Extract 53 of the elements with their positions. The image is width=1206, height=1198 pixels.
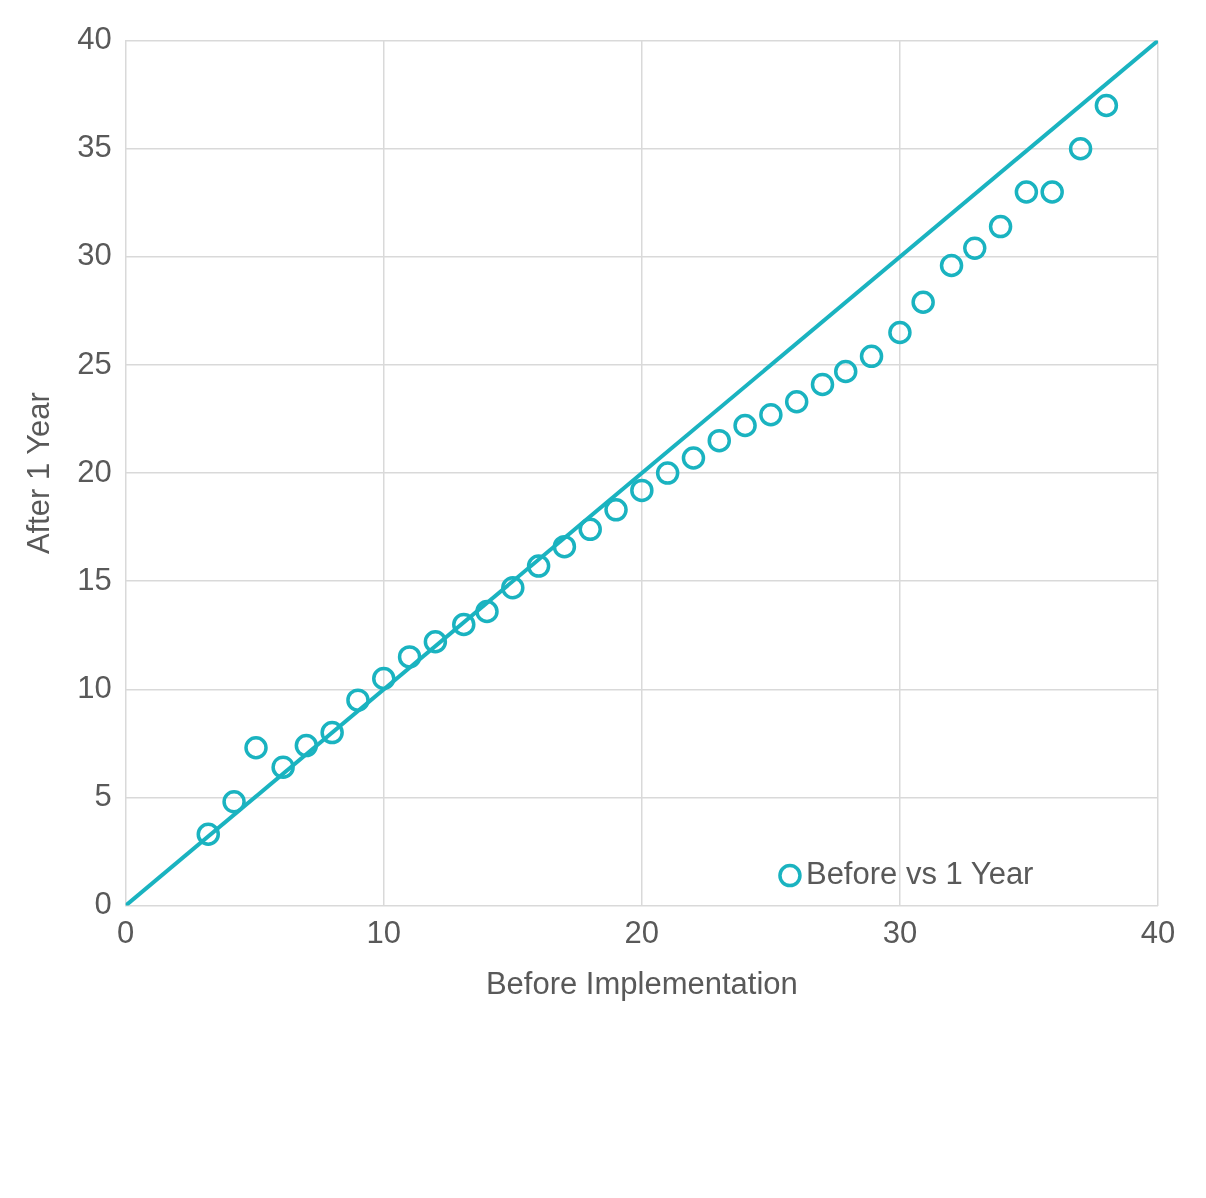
y-tick-label: 40 bbox=[77, 21, 112, 57]
y-tick-label: 25 bbox=[77, 345, 112, 381]
legend-label: Before vs 1 Year bbox=[805, 856, 1034, 892]
x-tick-label: 0 bbox=[117, 914, 135, 950]
y-tick-label: 10 bbox=[77, 669, 112, 705]
point bbox=[911, 290, 935, 315]
x-tick-label: 20 bbox=[624, 914, 660, 950]
point bbox=[988, 214, 1013, 239]
point bbox=[681, 446, 706, 470]
point bbox=[630, 478, 654, 503]
point bbox=[222, 790, 246, 814]
x-tick-label: 30 bbox=[882, 914, 918, 950]
x-tick-label: 40 bbox=[1140, 914, 1176, 950]
y-axis-title: After 1 Year bbox=[21, 392, 57, 555]
point bbox=[784, 389, 809, 414]
point bbox=[1040, 180, 1064, 204]
point bbox=[604, 498, 628, 522]
x-axis-title: Before Implementation bbox=[485, 965, 798, 1001]
point bbox=[372, 666, 396, 691]
point bbox=[859, 344, 884, 369]
point bbox=[423, 630, 448, 654]
point bbox=[397, 645, 422, 669]
point bbox=[346, 688, 370, 712]
x-tick-label: 10 bbox=[366, 914, 401, 950]
y-tick-label: 30 bbox=[77, 237, 112, 273]
point bbox=[1014, 180, 1039, 204]
point bbox=[655, 461, 680, 485]
point bbox=[707, 428, 732, 453]
point bbox=[963, 236, 987, 260]
point bbox=[733, 413, 757, 438]
point bbox=[196, 822, 221, 846]
point bbox=[939, 253, 964, 278]
point bbox=[475, 599, 499, 624]
point bbox=[810, 372, 835, 397]
point bbox=[833, 359, 858, 384]
point bbox=[320, 720, 344, 745]
y-tick-label: 15 bbox=[77, 561, 112, 597]
point bbox=[294, 733, 319, 758]
point bbox=[452, 612, 476, 637]
point bbox=[552, 534, 577, 559]
point bbox=[1068, 136, 1093, 161]
point bbox=[244, 735, 268, 760]
point bbox=[1094, 93, 1119, 118]
point bbox=[501, 575, 525, 600]
y-tick-label: 0 bbox=[94, 886, 112, 922]
point bbox=[578, 517, 602, 542]
y-tick-label: 5 bbox=[94, 778, 112, 814]
point bbox=[526, 554, 551, 578]
point bbox=[271, 755, 295, 779]
point bbox=[888, 320, 912, 345]
y-tick-label: 20 bbox=[77, 453, 112, 489]
y-tick-label: 35 bbox=[77, 129, 112, 165]
point bbox=[759, 402, 783, 427]
